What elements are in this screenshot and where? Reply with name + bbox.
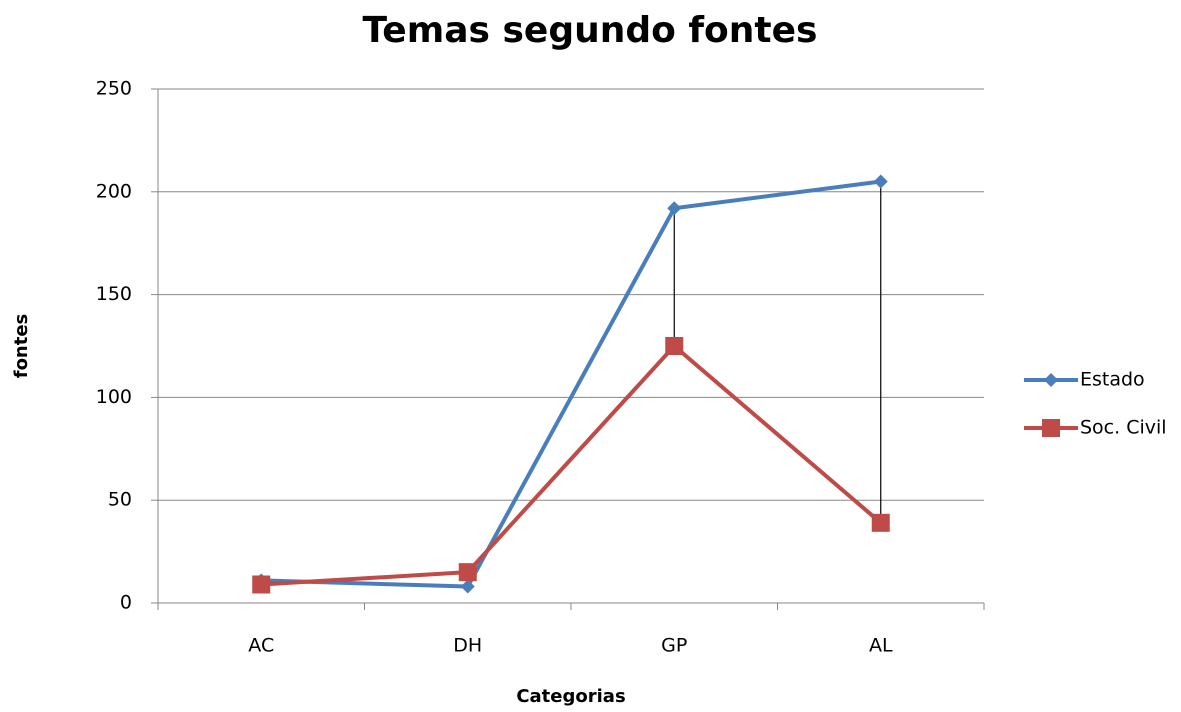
- marker: [1044, 373, 1058, 387]
- marker: [252, 575, 271, 594]
- marker: [873, 174, 888, 189]
- chart-title: Temas segundo fontes: [363, 10, 818, 51]
- y-tick-label: 250: [96, 78, 132, 100]
- x-tick-label: DH: [453, 635, 482, 657]
- marker: [1042, 419, 1060, 437]
- x-tick-label: AL: [869, 635, 893, 657]
- y-tick-label: 50: [108, 489, 132, 511]
- series-line: [261, 344, 883, 587]
- marker: [665, 337, 684, 355]
- y-tick-label: 0: [120, 592, 132, 614]
- marker: [667, 201, 682, 216]
- x-tick-label: AC: [248, 635, 274, 657]
- series-line: [261, 179, 882, 589]
- marker: [460, 579, 475, 594]
- x-axis-title: Categorias: [516, 686, 625, 707]
- legend-label: Soc. Civil: [1080, 417, 1167, 439]
- x-tick-label: GP: [661, 635, 687, 657]
- marker: [871, 513, 890, 532]
- marker: [458, 563, 477, 582]
- y-tick-label: 200: [96, 180, 132, 202]
- y-axis-title: fontes: [11, 314, 32, 379]
- y-tick-label: 150: [96, 283, 132, 305]
- legend-label: Estado: [1080, 369, 1145, 391]
- y-tick-label: 100: [96, 386, 132, 408]
